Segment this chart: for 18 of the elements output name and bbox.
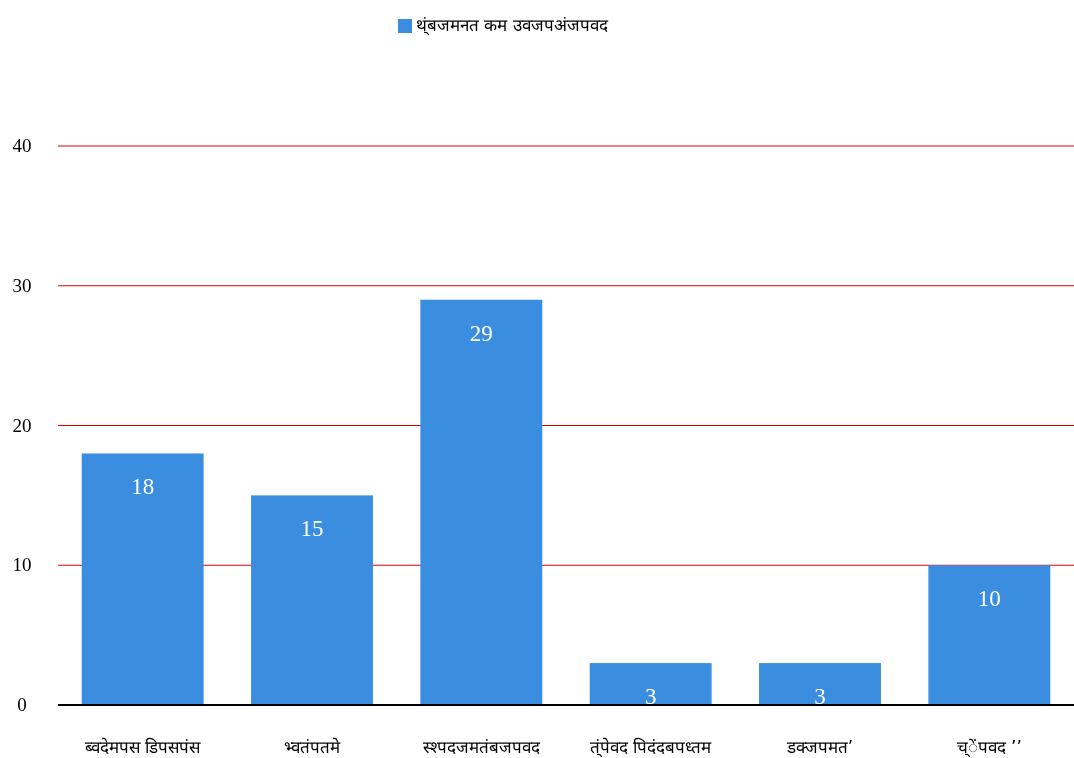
- y-tick-label: 0: [17, 694, 27, 715]
- y-tick-label: 30: [12, 274, 32, 296]
- data-label: 10: [977, 586, 1001, 612]
- data-label: 15: [300, 516, 324, 542]
- x-tick-label: च्ेंपवद ’’: [956, 737, 1022, 758]
- x-tick-label: स्श्पदजमतंबजपवद: [422, 737, 541, 757]
- y-tick-label: 10: [12, 554, 32, 576]
- x-tick-label: ब्वदेमपस डिपसपंस: [84, 737, 202, 757]
- legend: थ्ंबजमनत कम उवजपअंजपवद: [398, 15, 608, 35]
- data-label: 3: [814, 684, 826, 710]
- x-tick-label: भ्वतंपतमे: [284, 737, 341, 757]
- y-tick-label: 40: [12, 135, 32, 156]
- x-tick-label: डक्जपमत’: [785, 737, 854, 757]
- y-tick-label: 20: [12, 414, 32, 436]
- x-tick-label: त्ंपेवद पिदंदबपध्तम: [589, 737, 713, 758]
- data-label: 18: [131, 474, 155, 500]
- data-label: 3: [644, 684, 657, 710]
- data-label: 29: [469, 320, 493, 346]
